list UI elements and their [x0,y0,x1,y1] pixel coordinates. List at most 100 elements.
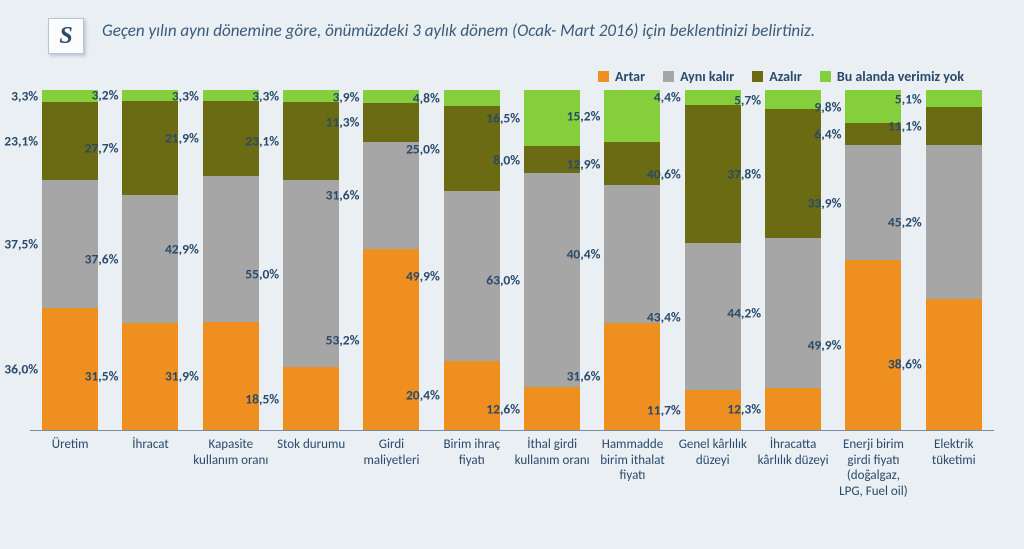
bar-stack: 20,4%49,9%25,0%4,8% [444,90,500,430]
segment-value-label: 27,7% [85,139,119,156]
bar-segment: 3,3% [283,90,339,101]
bar-segment: 37,8% [765,109,821,238]
segment-value-label: 49,9% [406,267,440,284]
legend-swatch [598,71,609,82]
bar-segment: 31,9% [203,322,259,430]
x-axis-label: Stok durumu [271,437,351,499]
segment-value-label: 33,9% [808,194,842,211]
segment-value-label: 3,2% [91,87,118,104]
segment-value-label: 37,8% [727,165,761,182]
question-text: Geçen yılın aynı dönemine göre, önümüzde… [102,18,815,43]
bar-stack: 12,3%44,2%37,8%5,7% [765,90,821,430]
bar-segment: 37,5% [42,180,98,308]
bar-segment: 3,3% [203,90,259,101]
bar-segment: 11,1% [926,107,982,145]
chart-column: 31,6%40,4%12,9%15,2% [592,90,672,430]
bar-segment: 5,7% [765,90,821,109]
segment-value-label: 37,5% [4,235,38,252]
segment-value-label: 40,4% [567,246,601,263]
x-axis-label: Genel kârlılık düzeyi [673,437,753,499]
segment-value-label: 12,9% [567,155,601,172]
bar-segment: 3,3% [42,90,98,101]
bar-segment: 3,9% [363,90,419,103]
x-axis-label: İhracat [110,437,190,499]
segment-value-label: 11,3% [326,114,360,131]
segment-value-label: 3,3% [252,87,279,104]
legend-item: Bu alanda verimiz yok [820,68,964,85]
bar-stack: 31,6%40,4%12,9%15,2% [604,90,660,430]
bar-segment: 3,2% [122,90,178,101]
chart-column: 38,6%45,2%11,1%5,1% [914,90,994,430]
section-badge: S [48,18,84,54]
legend-item: Artar [598,68,645,85]
segment-value-label: 21,9% [165,130,199,147]
bar-segment: 37,6% [122,195,178,323]
legend-item: Aynı kalır [663,68,734,85]
segment-value-label: 37,6% [85,250,119,267]
x-axis-label: Enerji birim girdi fiyatı (doğalgaz, LPG… [833,437,913,499]
segment-value-label: 23,1% [245,132,279,149]
segment-value-label: 9,8% [814,98,841,115]
segment-value-label: 23,1% [4,132,38,149]
bar-stack: 38,6%45,2%11,1%5,1% [926,90,982,430]
segment-value-label: 11,1% [888,118,922,135]
segment-value-label: 31,6% [567,368,601,385]
legend-label: Azalır [769,68,802,85]
segment-value-label: 49,9% [808,337,842,354]
segment-value-label: 42,9% [165,240,199,257]
segment-value-label: 38,6% [888,356,922,373]
segment-value-label: 40,6% [647,165,681,182]
segment-value-label: 15,2% [567,107,601,124]
x-axis-label: İhracatta kârlılık düzeyi [753,437,833,499]
segment-value-label: 63,0% [486,272,520,289]
chart-column: 11,7%43,4%40,6%4,4% [673,90,753,430]
x-axis-label: Kapasite kullanım oranı [191,437,271,499]
bar-segment: 5,1% [926,90,982,107]
segment-value-label: 12,6% [486,400,520,417]
bar-stack: 49,9%33,9%6,4%9,8% [845,90,901,430]
bar-segment: 40,4% [604,185,660,322]
bar-segment: 4,4% [685,90,741,105]
legend-item: Azalır [752,68,802,85]
legend-swatch [752,71,763,82]
segment-value-label: 20,4% [406,387,440,404]
bar-stack: 11,7%43,4%40,6%4,4% [685,90,741,430]
segment-value-label: 16,5% [486,110,520,127]
segment-value-label: 53,2% [326,331,360,348]
bar-segment: 38,6% [926,299,982,430]
bar-segment: 11,3% [363,103,419,141]
bar-segment: 45,2% [926,145,982,299]
segment-value-label: 11,7% [647,402,681,419]
x-axis-label: Hammadde birim ithalat fiyatı [592,437,672,499]
x-axis-label: Girdi maliyetleri [351,437,431,499]
bar-segment: 12,6% [524,387,580,430]
segment-value-label: 3,3% [172,87,199,104]
legend-label: Artar [615,68,645,85]
bar-stack: 18,5%55,0%23,1%3,3% [283,90,339,430]
segment-value-label: 6,4% [814,126,841,143]
bar-segment: 18,5% [283,367,339,430]
segment-value-label: 12,3% [727,401,761,418]
x-axis-labels: ÜretimİhracatKapasite kullanım oranıStok… [30,431,994,499]
segment-value-label: 4,8% [413,90,440,107]
chart-legend: Artar Aynı kalır Azalır Bu alanda verimiz y… [0,64,1024,91]
segment-value-label: 45,2% [888,213,922,230]
bar-segment: 4,8% [444,90,500,106]
x-axis-label: Üretim [30,437,110,499]
segment-value-label: 43,4% [647,308,681,325]
segment-value-label: 3,3% [11,87,38,104]
bar-segment: 63,0% [524,173,580,387]
bar-segment: 12,3% [765,388,821,430]
legend-label: Aynı kalır [680,68,734,85]
bar-segment: 15,2% [604,90,660,142]
segment-value-label: 55,0% [245,265,279,282]
segment-value-label: 36,0% [4,360,38,377]
bar-segment: 33,9% [845,145,901,260]
bar-segment: 31,6% [363,142,419,249]
chart-column: 49,9%33,9%6,4%9,8% [833,90,913,430]
segment-value-label: 4,4% [654,89,681,106]
segment-value-label: 8,0% [493,151,520,168]
bar-segment: 42,9% [203,176,259,322]
segment-value-label: 44,2% [727,305,761,322]
legend-swatch [820,71,831,82]
